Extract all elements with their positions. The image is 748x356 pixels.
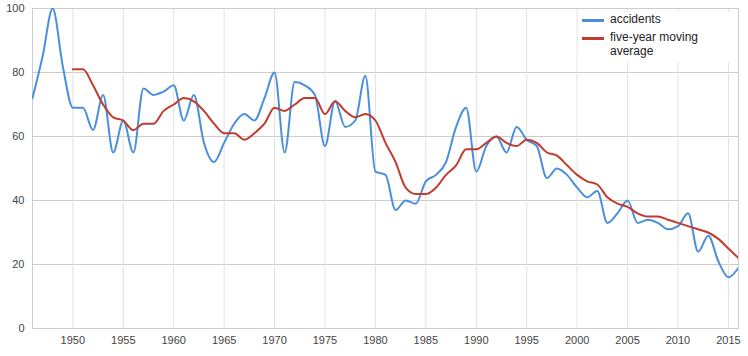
svg-text:2010: 2010 — [666, 334, 690, 346]
svg-text:1950: 1950 — [61, 334, 85, 346]
svg-text:60: 60 — [12, 130, 24, 142]
svg-text:1965: 1965 — [212, 334, 236, 346]
svg-text:2000: 2000 — [565, 334, 589, 346]
svg-text:2005: 2005 — [615, 334, 639, 346]
svg-text:1960: 1960 — [161, 334, 185, 346]
svg-text:1985: 1985 — [414, 334, 438, 346]
svg-text:100: 100 — [6, 2, 24, 14]
svg-text:40: 40 — [12, 194, 24, 206]
svg-text:1980: 1980 — [363, 334, 387, 346]
html-text:five-year moving average: five-year moving average — [610, 30, 698, 58]
svg-text:1970: 1970 — [262, 334, 286, 346]
svg-text:20: 20 — [12, 258, 24, 270]
svg-text:1990: 1990 — [464, 334, 488, 346]
svg-text:0: 0 — [18, 322, 24, 334]
svg-text:1995: 1995 — [514, 334, 538, 346]
html-text:accidents: accidents — [610, 12, 661, 26]
svg-text:2015: 2015 — [716, 334, 740, 346]
svg-text:1955: 1955 — [111, 334, 135, 346]
svg-text:80: 80 — [12, 66, 24, 78]
svg-text:1975: 1975 — [313, 334, 337, 346]
